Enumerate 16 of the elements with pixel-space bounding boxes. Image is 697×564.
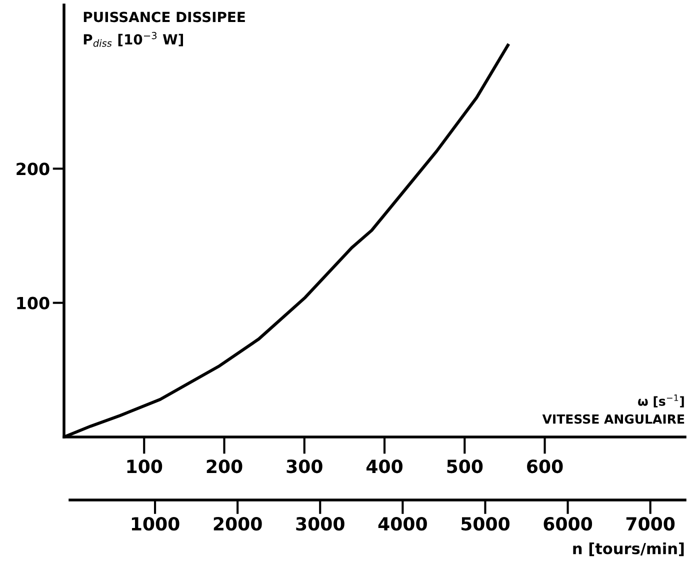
x-tick-label: 200 — [206, 460, 242, 474]
x-tick-label: 500 — [447, 460, 483, 474]
x-tick-label: 400 — [366, 460, 402, 474]
x2-tick-label: 1000 — [132, 516, 180, 531]
x-tick-label: 600 — [527, 460, 563, 474]
x2-tick-label: 3000 — [296, 516, 344, 531]
x2-tick-label: 5000 — [461, 516, 510, 531]
x-tick-label: 300 — [286, 460, 322, 474]
x2-tick-label: 7000 — [626, 516, 675, 531]
x2-tick-label: 2000 — [214, 516, 262, 531]
x2-tick-label: 4000 — [378, 516, 427, 531]
x2-axis-title: n [tours/min] — [573, 542, 684, 556]
x-tick-label: 100 — [127, 460, 162, 474]
x2-tick-label: 6000 — [544, 516, 592, 531]
x-axis-title: ω [s$^{−1}$] VITESSE ANGULAIRE — [542, 394, 684, 424]
y-axis-title: PUISSANCE DISSIPEE P$_{diss}$ [10$^{−3}$ W] — [84, 12, 245, 47]
